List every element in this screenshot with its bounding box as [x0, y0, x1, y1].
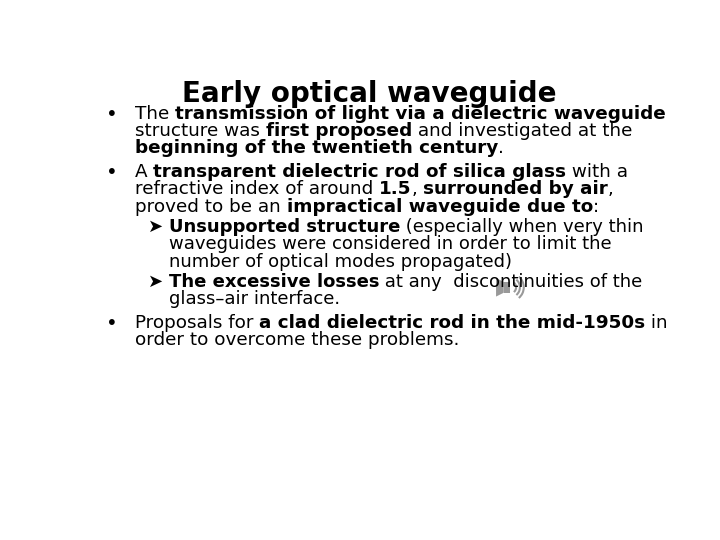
Text: transparent dielectric rod of silica glass: transparent dielectric rod of silica gla… [153, 163, 567, 181]
Text: ,: , [608, 180, 613, 198]
Text: •: • [106, 163, 117, 182]
Polygon shape [496, 278, 504, 296]
Text: surrounded by air: surrounded by air [423, 180, 608, 198]
Text: •: • [106, 105, 117, 124]
Text: and investigated at the: and investigated at the [412, 122, 632, 140]
Text: glass–air interface.: glass–air interface. [168, 291, 340, 308]
Text: proved to be an: proved to be an [135, 198, 287, 215]
Text: structure was: structure was [135, 122, 266, 140]
Text: ➤: ➤ [148, 273, 163, 291]
Text: with a: with a [567, 163, 629, 181]
Text: in: in [645, 314, 668, 332]
Text: first proposed: first proposed [266, 122, 412, 140]
Text: a clad dielectric rod in the mid-1950s: a clad dielectric rod in the mid-1950s [259, 314, 645, 332]
Text: The: The [135, 105, 175, 123]
Text: .: . [498, 139, 504, 158]
Text: 1.5: 1.5 [379, 180, 412, 198]
Bar [504, 282, 510, 293]
Text: ➤: ➤ [148, 218, 163, 236]
Text: waveguides were considered in order to limit the: waveguides were considered in order to l… [168, 235, 611, 253]
Text: Early optical waveguide: Early optical waveguide [181, 80, 557, 108]
Text: transmission of light via a dielectric waveguide: transmission of light via a dielectric w… [175, 105, 666, 123]
Text: refractive index of around: refractive index of around [135, 180, 379, 198]
Text: Unsupported structure: Unsupported structure [168, 218, 400, 236]
Text: order to overcome these problems.: order to overcome these problems. [135, 331, 459, 349]
Text: A: A [135, 163, 153, 181]
Text: impractical waveguide due to: impractical waveguide due to [287, 198, 593, 215]
Text: •: • [106, 314, 117, 333]
Text: The excessive losses: The excessive losses [168, 273, 379, 291]
Text: (especially when very thin: (especially when very thin [400, 218, 644, 236]
Text: ,: , [412, 180, 423, 198]
Text: number of optical modes propagated): number of optical modes propagated) [168, 253, 512, 271]
Text: beginning of the twentieth century: beginning of the twentieth century [135, 139, 498, 158]
Text: Proposals for: Proposals for [135, 314, 259, 332]
Text: :: : [593, 198, 599, 215]
Text: at any  discontinuities of the: at any discontinuities of the [379, 273, 642, 291]
